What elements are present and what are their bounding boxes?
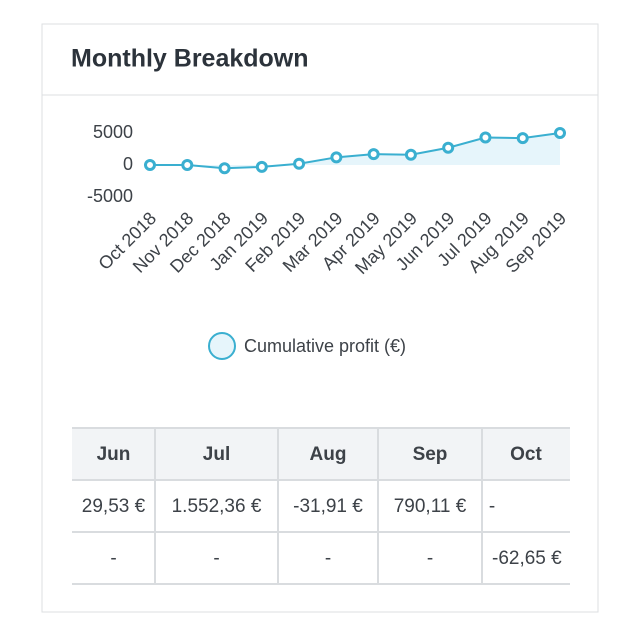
y-tick-label: 0 <box>123 154 133 174</box>
cell: - <box>325 548 331 569</box>
point <box>330 151 343 164</box>
cell: -31,91 € <box>293 496 363 517</box>
column-header: Aug <box>310 444 347 465</box>
point <box>144 159 156 171</box>
line <box>150 132 561 170</box>
cell: - <box>213 548 219 569</box>
cell: - <box>489 496 495 517</box>
point <box>404 148 417 161</box>
y-tick-label: 5000 <box>93 122 133 142</box>
point <box>293 157 306 170</box>
point <box>554 127 566 139</box>
card <box>41 23 599 613</box>
point <box>255 160 268 173</box>
card-title: Monthly Breakdown <box>71 45 309 73</box>
cell: - <box>110 548 116 569</box>
column-header: Jun <box>97 444 131 465</box>
point <box>367 148 380 161</box>
legend-label: Cumulative profit (€) <box>244 336 406 356</box>
legend-marker <box>208 332 236 360</box>
y-tick-label: -5000 <box>87 186 133 206</box>
point <box>218 162 231 175</box>
column-header: Oct <box>510 444 542 465</box>
column-header: Jul <box>203 444 230 465</box>
point <box>479 131 492 144</box>
column-header: Sep <box>413 444 448 465</box>
cell: - <box>427 548 433 569</box>
point <box>442 141 455 154</box>
cell: 790,11 € <box>394 496 467 517</box>
point <box>516 132 529 145</box>
table: Jun Jul Aug Sep Oct 29,53 € 1.552,36 € -31,91 €… <box>72 427 570 585</box>
point <box>181 159 194 171</box>
area <box>150 133 560 169</box>
cell: -62,65 € <box>492 548 562 569</box>
cell: 29,53 € <box>82 496 146 517</box>
cell: 1.552,36 € <box>172 496 262 517</box>
